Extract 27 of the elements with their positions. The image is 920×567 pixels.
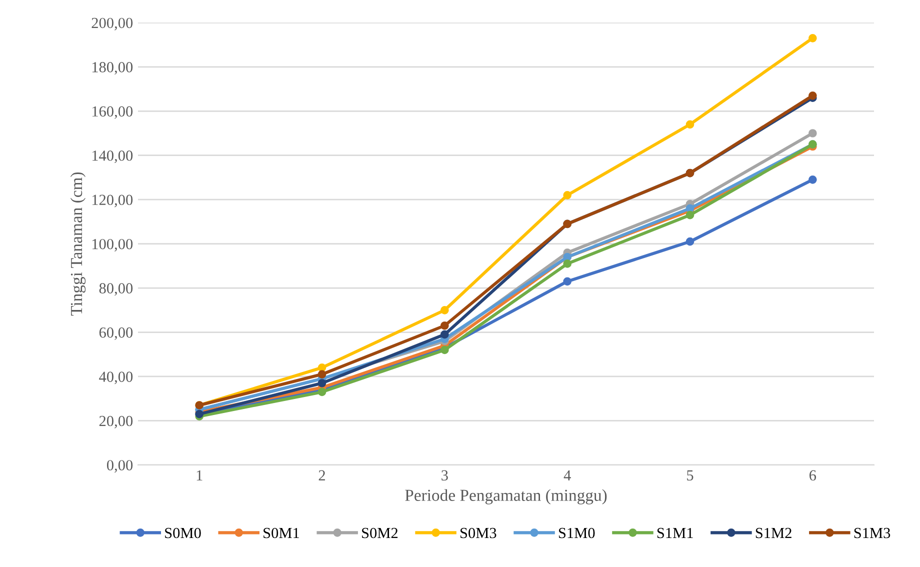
y-tick-label: 80,00	[99, 283, 133, 296]
legend-label: S1M0	[558, 528, 595, 538]
legend-label: S0M1	[264, 528, 299, 538]
y-tick-label: 20,00	[99, 416, 133, 428]
y-tick-label: 140,00	[92, 150, 133, 164]
y-tick-label: 180,00	[92, 62, 133, 75]
legend-label: S1M1	[657, 528, 693, 538]
x-tick-label: 2	[318, 470, 325, 480]
x-tick-label: 4	[564, 470, 571, 480]
legend-label: S1M2	[756, 528, 792, 538]
x-tick-label: 5	[687, 470, 694, 481]
y-axis-title: Tinggi Tanaman (cm)	[70, 172, 86, 316]
y-tick-label: 60,00	[99, 327, 133, 340]
x-tick-label: 3	[442, 470, 448, 481]
y-tick-label: 120,00	[92, 194, 133, 208]
x-axis-title: Periode Pengamatan (minggu)	[405, 489, 607, 504]
y-tick-label: 0,00	[106, 460, 133, 473]
legend-label: S0M0	[165, 528, 201, 538]
legend-label: S0M3	[460, 528, 496, 538]
y-tick-label: 40,00	[99, 372, 133, 384]
x-tick-label: 6	[810, 470, 816, 481]
x-tick-label: 1	[196, 470, 202, 480]
legend-label: S1M3	[854, 528, 890, 538]
legend-label: S0M2	[362, 528, 398, 538]
y-tick-label: 100,00	[92, 238, 133, 252]
y-tick-label: 200,00	[92, 18, 133, 30]
y-tick-label: 160,00	[92, 106, 133, 119]
